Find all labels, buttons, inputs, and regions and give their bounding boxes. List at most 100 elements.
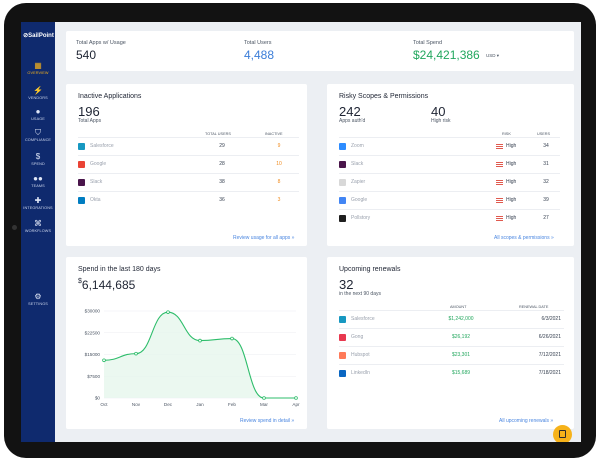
app-name[interactable]: Google <box>90 161 107 167</box>
risk-cell: High <box>506 161 517 167</box>
amount-cell: $23,301 <box>451 352 471 358</box>
gear-icon: ⚙ <box>34 292 42 301</box>
table-row[interactable]: Salesforce $1,242,000 6/3/2021 <box>339 310 564 328</box>
col-users: USERS <box>537 132 551 136</box>
table-row[interactable]: Slack 38 8 <box>78 173 299 191</box>
total-apps-value: 540 <box>76 48 97 62</box>
all-scopes-link[interactable]: All scopes & permissions » <box>494 235 554 241</box>
col-total-users: TOTAL USERS <box>205 132 231 136</box>
table-row[interactable]: Hubspot $23,301 7/12/2021 <box>339 346 564 364</box>
users-cell: 31 <box>543 161 549 167</box>
nav-item-compliance[interactable]: ⛉ COMPLIANCE <box>21 128 55 142</box>
nav-item-label: VENDORS <box>28 96 48 100</box>
apps-authd-value: 242 <box>339 104 361 119</box>
help-chat-button[interactable] <box>553 425 572 442</box>
x-tick-label: Jan <box>196 402 204 407</box>
table-row[interactable]: Salesforce 29 9 <box>78 137 299 155</box>
app-name[interactable]: Hubspot <box>351 352 370 358</box>
nav-item-integrations[interactable]: ✚ INTEGRATIONS <box>21 196 55 210</box>
app-name[interactable]: Salesforce <box>351 316 375 322</box>
renewal-date-cell: 6/3/2021 <box>541 316 561 322</box>
col-amount: AMOUNT <box>450 305 467 309</box>
zoom-icon <box>339 143 346 150</box>
review-spend-link[interactable]: Review spend in detail » <box>240 418 295 424</box>
bolt-icon: ⚡ <box>33 86 43 95</box>
app-name[interactable]: Okta <box>90 197 101 203</box>
app-name[interactable]: Slack <box>351 161 364 167</box>
high-risk-value: 40 <box>431 104 446 119</box>
inactive-cell: 3 <box>277 197 281 203</box>
app-name[interactable]: LinkedIn <box>351 370 370 376</box>
all-renewals-link[interactable]: All upcoming renewals » <box>499 418 554 424</box>
table-row[interactable]: Slack High 31 <box>339 155 560 173</box>
salesforce-icon <box>78 143 85 150</box>
spend-area <box>104 312 296 398</box>
data-point <box>102 358 106 363</box>
app-name[interactable]: Zapier <box>351 179 366 185</box>
zapier-icon <box>339 179 346 186</box>
risk-cell: High <box>506 197 517 203</box>
nav-item-workflows[interactable]: ⌘ WORKFLOWS <box>21 219 55 233</box>
users-cell: 34 <box>543 143 549 149</box>
inactive-cell: 9 <box>277 143 281 149</box>
x-tick-label: Mar <box>260 402 268 407</box>
nav-item-teams[interactable]: ●● TEAMS <box>21 174 55 188</box>
workflow-icon: ⌘ <box>34 219 42 228</box>
linkedin-icon <box>339 370 346 377</box>
spend-title: Spend in the last 180 days <box>78 266 161 273</box>
data-point <box>198 338 202 343</box>
table-row[interactable]: LinkedIn $15,689 7/18/2021 <box>339 364 564 382</box>
col-renewal-date: RENEWAL DATE <box>519 305 549 309</box>
spend-chart: $0 $7500 $15000 $22500 $30000 Oct Nov Dec Jan Feb… <box>85 309 300 407</box>
table-row[interactable]: Gong $26,192 6/26/2021 <box>339 328 564 346</box>
review-usage-link[interactable]: Review usage for all apps » <box>233 235 295 241</box>
nav-item-spend[interactable]: $ SPEND <box>21 152 55 166</box>
google-icon <box>78 161 85 168</box>
y-tick-label: $15000 <box>85 352 101 357</box>
x-tick-label: Feb <box>228 402 236 407</box>
table-row[interactable]: Okta 36 3 <box>78 191 299 209</box>
x-tick-label: Nov <box>132 402 141 407</box>
app-name[interactable]: Slack <box>90 179 103 185</box>
nav-item-vendors[interactable]: ⚡ VENDORS <box>21 86 55 100</box>
app-name[interactable]: Zoom <box>351 143 364 149</box>
inactive-cell: 8 <box>277 179 281 185</box>
users-cell: 27 <box>543 215 549 221</box>
renewals-table: Salesforce $1,242,000 6/3/2021 Gong $26,192 6… <box>339 310 564 384</box>
total-spend-label: Total Spend <box>413 40 443 46</box>
total-users-value: 4,488 <box>244 48 275 62</box>
renewals-title: Upcoming renewals <box>339 266 401 273</box>
app-name[interactable]: Salesforce <box>90 143 114 149</box>
person-icon: ● <box>35 107 41 116</box>
table-row[interactable]: Google High 39 <box>339 191 560 209</box>
risk-cell: High <box>506 143 517 149</box>
dollar-icon: $ <box>35 152 41 161</box>
table-row[interactable]: Zoom High 34 <box>339 137 560 155</box>
table-row[interactable]: Pollstory High 27 <box>339 209 560 227</box>
nav-item-usage[interactable]: ● USAGE <box>21 107 55 121</box>
gong-icon <box>339 334 346 341</box>
data-point <box>134 351 138 356</box>
spend-card: Spend in the last 180 days $6,144,685 $0… <box>66 257 307 429</box>
nav-item-label: USAGE <box>31 117 45 121</box>
renewals-card: Upcoming renewals 32 in the next 90 days… <box>327 257 574 429</box>
table-row[interactable]: Google 28 10 <box>78 155 299 173</box>
amount-cell: $15,689 <box>451 370 471 376</box>
app-name[interactable]: Gong <box>351 334 364 340</box>
currency-select[interactable]: USD ▾ <box>486 53 500 58</box>
hubspot-icon <box>339 352 346 359</box>
nav-item-settings[interactable]: ⚙ SETTINGS <box>21 292 55 306</box>
chat-icon <box>559 430 566 438</box>
sailpoint-logo[interactable]: ⊘SailPoint <box>23 33 54 39</box>
app-name[interactable]: Google <box>351 197 368 203</box>
risk-level-icon <box>496 198 503 204</box>
table-row[interactable]: Zapier High 32 <box>339 173 560 191</box>
app-name[interactable]: Pollstory <box>351 215 371 221</box>
apps-authd-label: Apps auth'd <box>339 118 366 124</box>
nav-item-overview[interactable]: ▦ OVERVIEW <box>21 61 55 75</box>
data-point <box>230 336 234 341</box>
okta-icon <box>78 197 85 204</box>
renewal-date-cell: 7/18/2021 <box>538 370 561 376</box>
col-risk: RISK <box>502 132 511 136</box>
slack-icon <box>78 179 85 186</box>
